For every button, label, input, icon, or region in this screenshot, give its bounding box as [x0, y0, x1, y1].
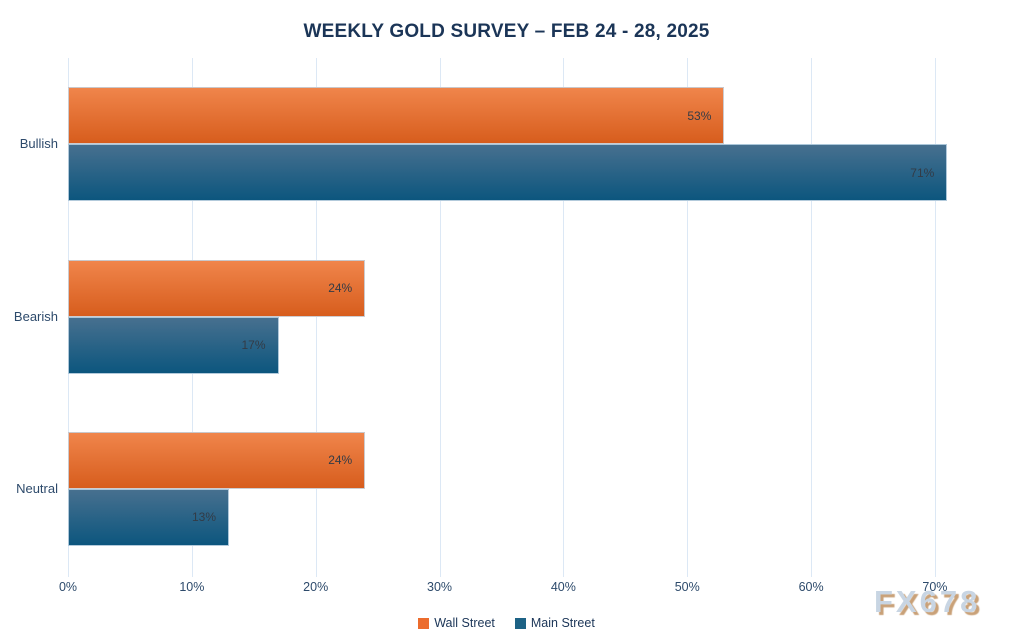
chart-title: WEEKLY GOLD SURVEY – FEB 24 - 28, 2025 — [303, 21, 710, 42]
bar-main-street-neutral: 13% — [68, 488, 229, 546]
category-label-neutral: Neutral — [16, 480, 58, 496]
bar-value-label: 17% — [241, 338, 266, 352]
plot-area: 53% 71% 24% 17% 24% 13% — [68, 58, 1008, 577]
x-axis-tick-label: 0% — [58, 580, 78, 594]
x-axis-tick-label: 70% — [922, 580, 948, 594]
x-axis-tick-label: 40% — [550, 580, 576, 594]
gridline — [315, 58, 317, 577]
x-axis-tick-label: 60% — [798, 580, 824, 594]
bar-wall-street-bearish: 24% — [68, 259, 366, 317]
bar-wall-street-neutral: 24% — [68, 431, 366, 489]
bar-value-label: 13% — [191, 510, 216, 525]
bar-wall-street-bullish: 53% — [68, 87, 725, 145]
gridline — [687, 58, 689, 577]
legend-label: Main Street — [530, 616, 595, 630]
bar-main-street-bearish: 17% — [68, 316, 279, 374]
legend: Wall Street Main Street — [0, 616, 1013, 630]
watermark: FX678 — [874, 584, 981, 619]
legend-item-wall-street: Wall Street — [418, 616, 495, 630]
x-axis-tick-label: 20% — [303, 580, 329, 594]
x-axis-tick-label: 50% — [674, 580, 700, 594]
legend-item-main-street: Main Street — [514, 616, 595, 630]
gridline — [439, 58, 441, 577]
legend-swatch-icon — [514, 617, 526, 629]
bar-value-label: 71% — [910, 165, 935, 180]
gridline — [563, 58, 565, 577]
gridline — [811, 58, 813, 577]
category-label-bullish: Bullish — [19, 136, 58, 152]
gridline — [934, 58, 936, 577]
x-axis-tick-label: 10% — [179, 580, 205, 594]
bar-value-label: 24% — [328, 453, 353, 468]
x-axis-tick-label: 30% — [427, 580, 453, 594]
legend-swatch-icon — [418, 617, 430, 629]
legend-label: Wall Street — [434, 616, 495, 630]
bar-value-label: 53% — [687, 108, 712, 123]
bar-value-label: 24% — [328, 281, 353, 295]
category-label-bearish: Bearish — [13, 308, 58, 324]
bar-main-street-bullish: 71% — [68, 144, 948, 202]
